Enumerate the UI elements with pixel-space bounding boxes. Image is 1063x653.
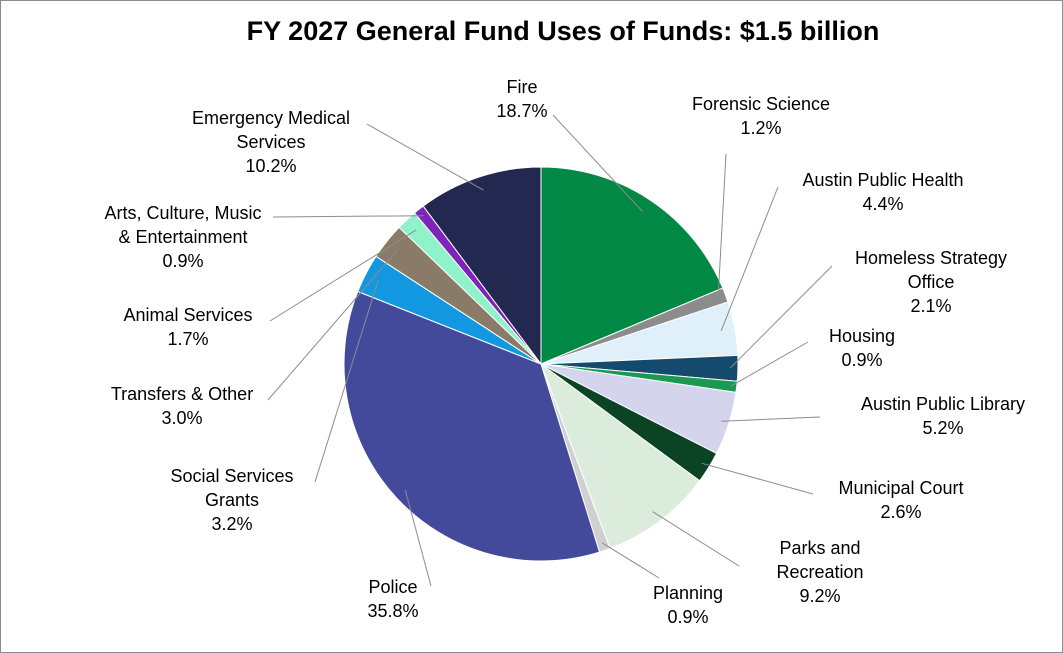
slice-label: Forensic Science 1.2% xyxy=(692,94,830,138)
leader-line xyxy=(552,114,643,212)
leader-line xyxy=(404,489,432,587)
leader-line xyxy=(652,511,740,567)
pie-slices xyxy=(343,166,739,562)
slice-label: Planning 0.9% xyxy=(653,583,723,627)
chart-title: FY 2027 General Fund Uses of Funds: $1.5… xyxy=(247,16,880,46)
pie-slice xyxy=(422,166,542,366)
slice-label: Municipal Court 2.6% xyxy=(838,478,963,522)
slice-label: Arts, Culture, Music & Entertainment 0.9% xyxy=(104,203,261,271)
leader-line xyxy=(267,249,399,401)
slice-label: Social Services Grants 3.2% xyxy=(170,466,293,534)
pie-slice xyxy=(343,290,601,562)
slice-label: Emergency Medical Services 10.2% xyxy=(192,108,350,176)
slice-label: Housing 0.9% xyxy=(829,326,895,370)
slice-label: Austin Public Health 4.4% xyxy=(802,170,963,214)
leader-line xyxy=(366,123,484,191)
slice-label: Transfers & Other 3.0% xyxy=(111,384,253,428)
leader-lines xyxy=(267,114,833,587)
slice-label: Animal Services 1.7% xyxy=(123,305,252,349)
leader-line xyxy=(314,279,379,483)
leader-line xyxy=(701,462,814,495)
slice-labels: Fire 18.7% Forensic Science 1.2% Austin Publ… xyxy=(104,77,1025,627)
slice-label: Fire 18.7% xyxy=(496,77,547,121)
slice-label: Police 35.8% xyxy=(367,577,418,621)
slice-label: Parks and Recreation 9.2% xyxy=(776,538,863,606)
leader-line xyxy=(720,186,779,331)
leader-line xyxy=(717,153,727,298)
leader-line xyxy=(272,215,424,218)
slice-label: Homeless Strategy Office 2.1% xyxy=(855,248,1007,316)
pie-slice xyxy=(539,362,701,550)
leader-line xyxy=(729,265,833,369)
slice-label: Austin Public Library 5.2% xyxy=(861,394,1025,438)
leader-line xyxy=(730,341,809,387)
leader-line xyxy=(269,229,417,322)
pie-slice xyxy=(540,166,724,365)
leader-line xyxy=(721,416,821,422)
leader-line xyxy=(602,542,660,579)
